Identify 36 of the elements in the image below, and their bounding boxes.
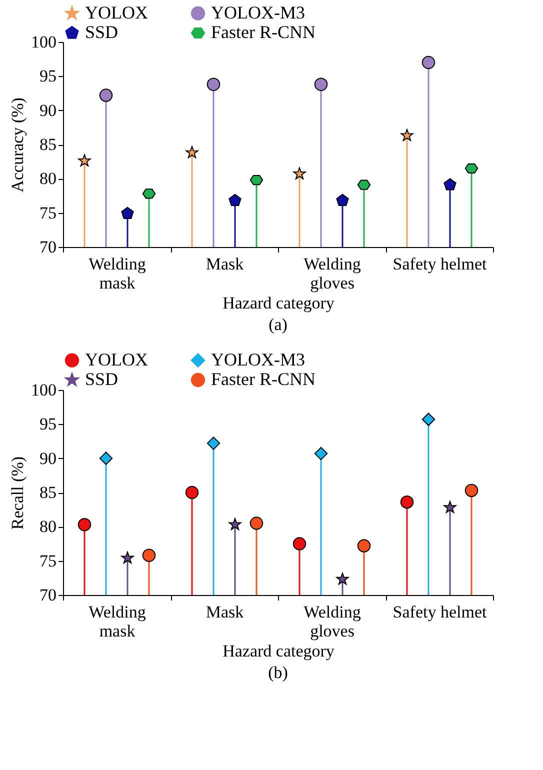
legend-label: Faster R-CNN xyxy=(211,369,316,389)
text: (a) xyxy=(268,315,288,334)
legend-label: YOLOX xyxy=(85,2,148,22)
y-tick-label: 100 xyxy=(31,380,56,400)
y-tick-label: 100 xyxy=(31,32,56,52)
x-tick-label: Mask xyxy=(206,254,244,274)
y-tick-label: 70 xyxy=(40,586,56,604)
y-axis-title: Accuracy (%) xyxy=(8,98,27,192)
x-tick-label: Safety helmet xyxy=(392,602,487,622)
y-tick-label: 95 xyxy=(40,66,56,86)
y-axis-title: Recall (%) xyxy=(8,456,27,530)
legend-label: SSD xyxy=(85,369,118,389)
y-tick-label: 75 xyxy=(40,551,56,570)
x-tick-label: Welding gloves xyxy=(304,602,362,640)
legend-label: SSD xyxy=(85,22,118,42)
x-tick-label: Welding mask xyxy=(88,254,146,292)
y-tick-label: 80 xyxy=(40,517,56,536)
y-tick-label: 90 xyxy=(40,448,56,468)
y-tick-label: 85 xyxy=(40,135,56,154)
legend-label: YOLOX-M3 xyxy=(211,2,305,22)
y-tick-label: 75 xyxy=(40,203,56,222)
x-axis-title: Hazard category xyxy=(222,642,335,660)
text: (b) xyxy=(268,663,288,682)
x-tick-label: Mask xyxy=(206,602,244,622)
legend-label: YOLOX xyxy=(85,349,148,370)
x-tick-label: Welding gloves xyxy=(304,254,362,292)
y-tick-label: 95 xyxy=(40,414,56,434)
legend-label: YOLOX-M3 xyxy=(211,349,305,370)
y-tick-label: 85 xyxy=(40,483,56,502)
y-tick-label: 70 xyxy=(40,238,56,256)
x-tick-label: Safety helmet xyxy=(392,254,487,274)
legend-label: Faster R-CNN xyxy=(211,22,316,42)
y-tick-label: 90 xyxy=(40,100,56,120)
x-axis-title: Hazard category xyxy=(222,294,335,312)
y-tick-label: 80 xyxy=(40,169,56,188)
x-tick-label: Welding mask xyxy=(88,602,146,640)
